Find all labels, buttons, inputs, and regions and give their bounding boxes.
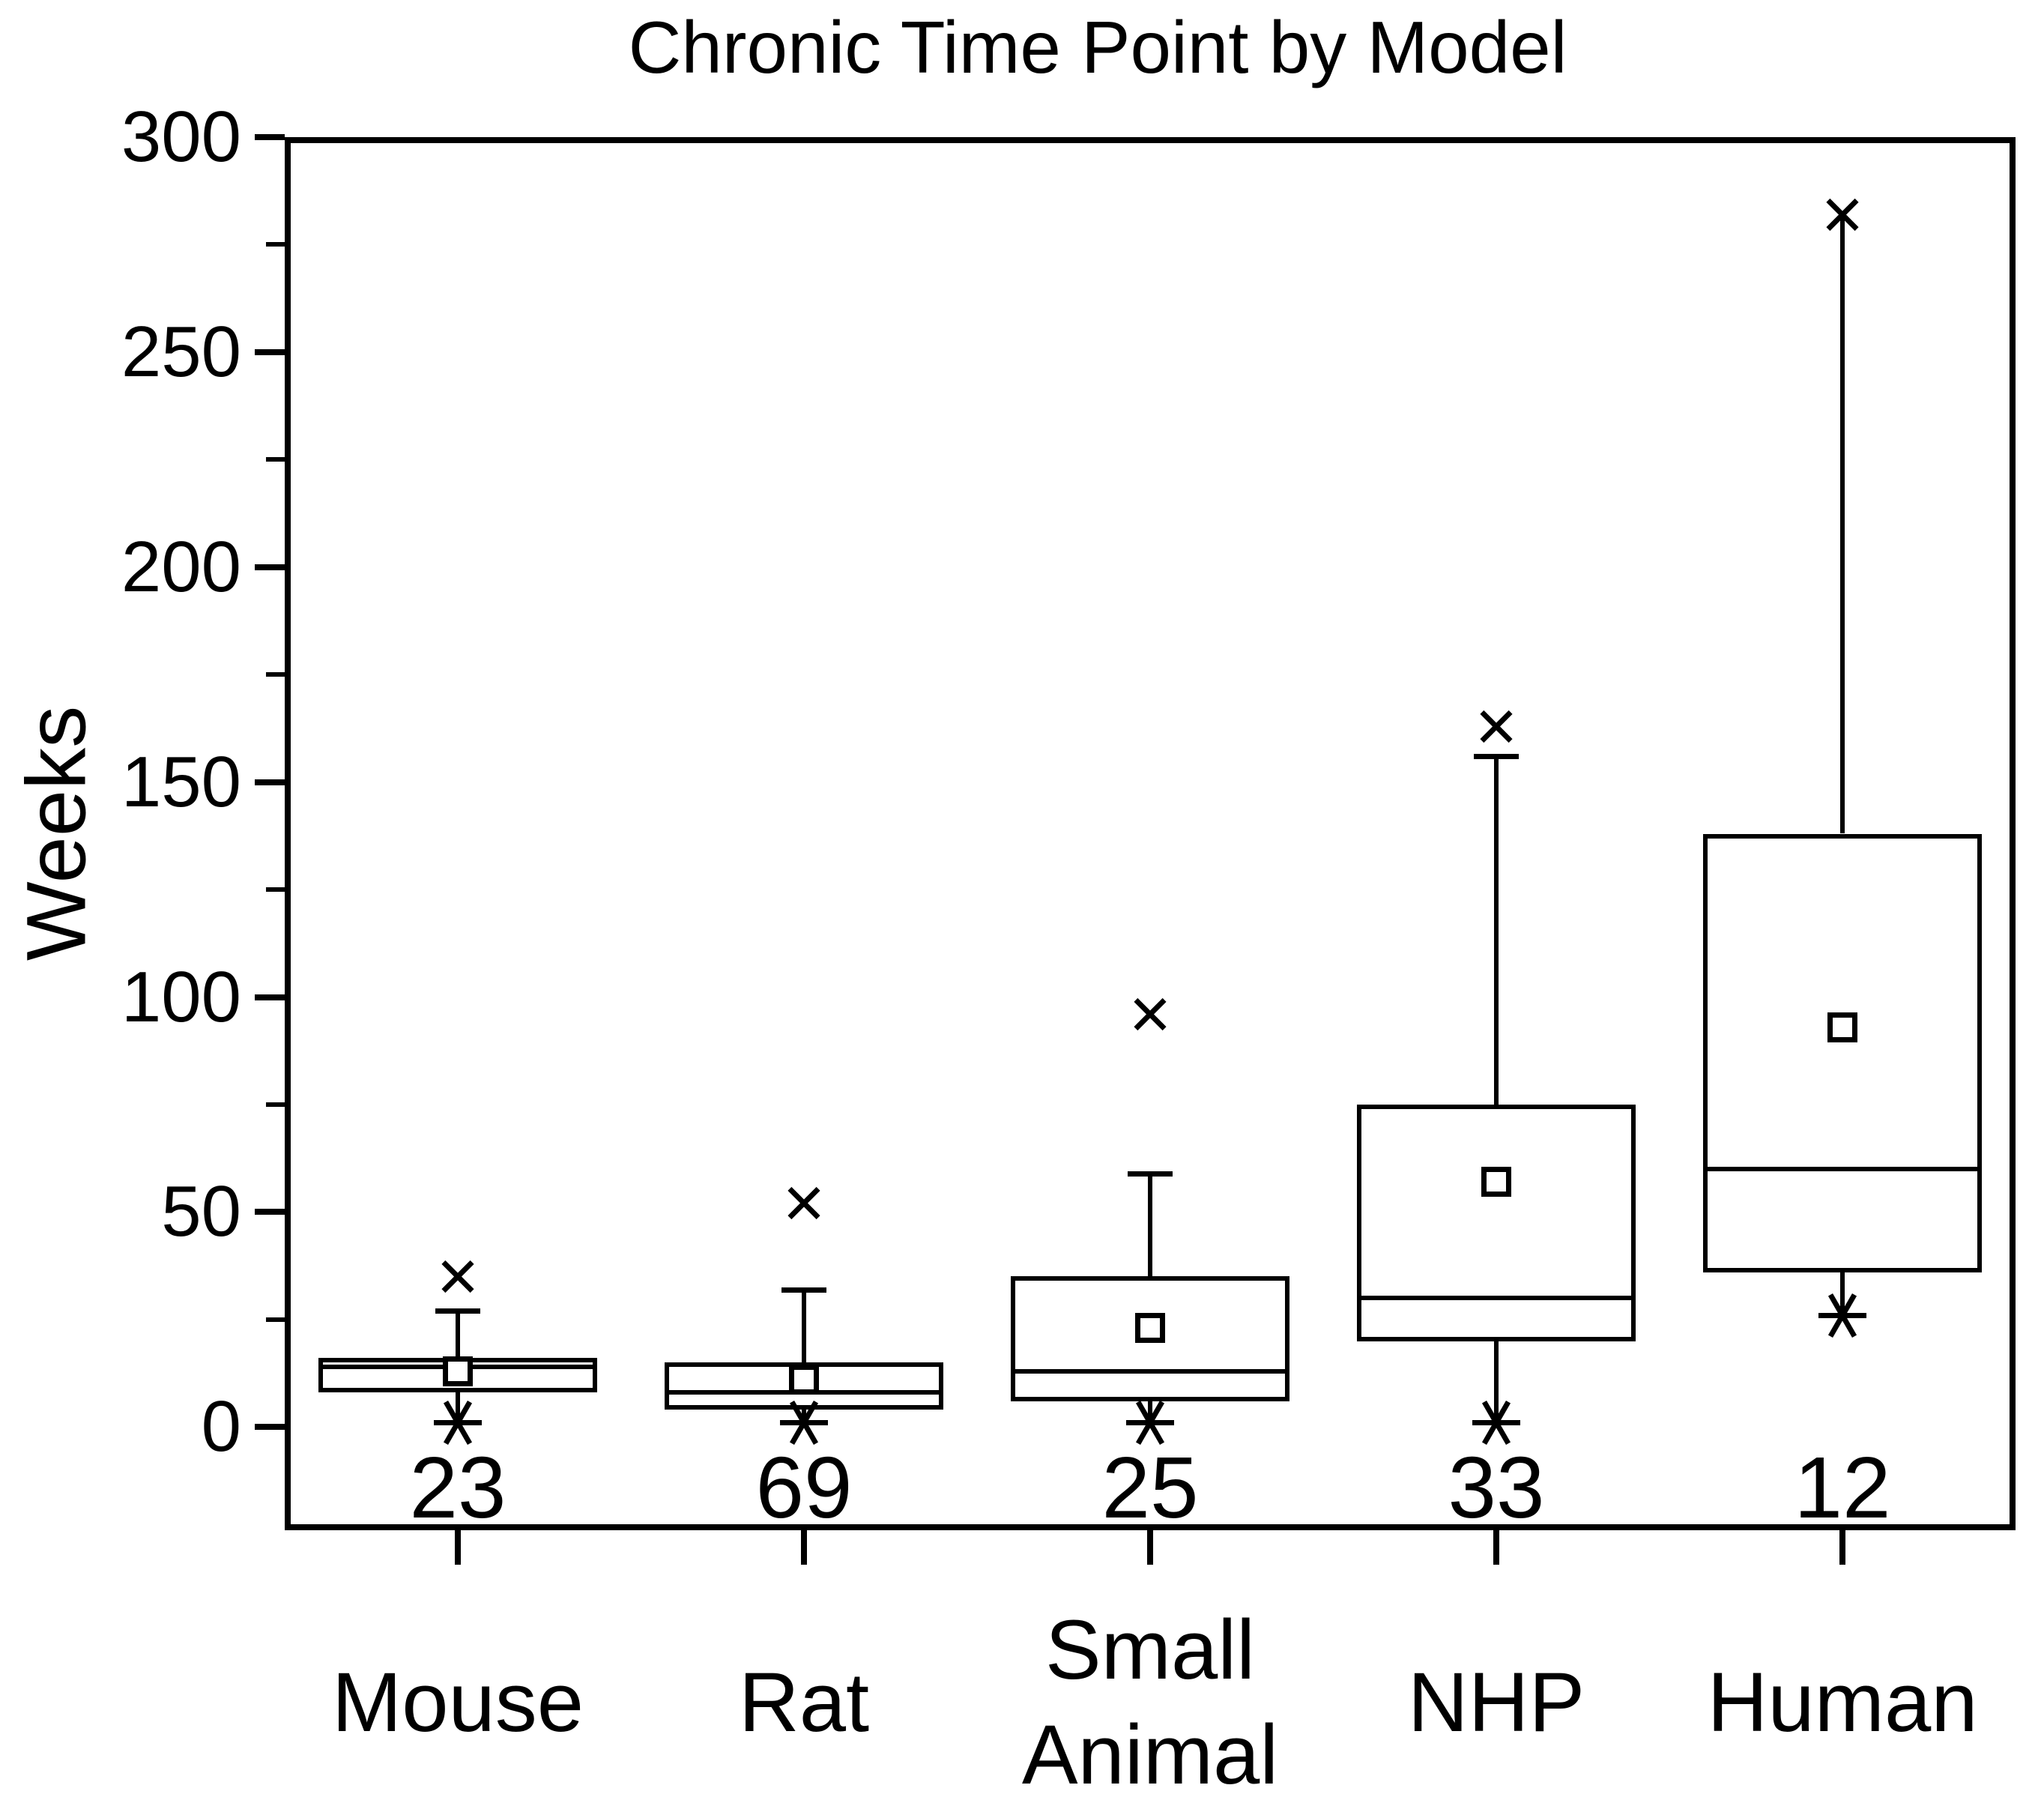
median-line [1011, 1368, 1289, 1374]
y-major-tick [255, 348, 285, 355]
y-major-tick [255, 1209, 285, 1215]
whisker-low-line [456, 1392, 460, 1419]
y-tick-label: 200 [121, 526, 241, 607]
category-label: Mouse [331, 1655, 584, 1749]
whisker-high-line [802, 1289, 806, 1363]
y-tick-label: 250 [121, 311, 241, 392]
whisker-high-line [456, 1311, 460, 1359]
category-label: Small Animal [1021, 1603, 1279, 1802]
mean-square-marker [443, 1356, 473, 1386]
whisker-cap [781, 1287, 826, 1293]
mean-square-marker [1827, 1012, 1857, 1042]
whisker-high-line [1840, 214, 1845, 834]
y-major-tick [255, 564, 285, 570]
y-minor-tick [266, 887, 285, 893]
y-minor-tick [266, 1102, 285, 1107]
category-label: Rat [738, 1655, 870, 1749]
y-major-tick [255, 134, 285, 140]
median-line [1703, 1167, 1982, 1172]
y-tick-label: 150 [121, 741, 241, 822]
y-minor-tick [266, 242, 285, 247]
y-minor-tick [266, 457, 285, 462]
count-label: 25 [1101, 1439, 1199, 1536]
x-tick [1493, 1530, 1499, 1565]
whisker-low-line [1840, 1272, 1845, 1316]
y-major-tick [255, 1424, 285, 1431]
whisker-low-line [1494, 1341, 1499, 1419]
whisker-low-line [802, 1410, 806, 1419]
whisker-cap [1474, 754, 1519, 760]
box-rect [1357, 1104, 1636, 1341]
y-tick-label: 50 [161, 1171, 241, 1252]
whisker-high-line [1148, 1173, 1152, 1277]
whisker-cap [1128, 1171, 1173, 1177]
x-tick [1147, 1530, 1153, 1565]
mean-square-marker [1135, 1313, 1165, 1344]
y-tick-label: 100 [121, 956, 241, 1037]
whisker-cap [435, 1308, 480, 1314]
median-line [1357, 1296, 1636, 1301]
y-minor-tick [266, 1317, 285, 1322]
chart-title: Chronic Time Point by Model [628, 6, 1567, 88]
y-minor-tick [266, 672, 285, 677]
y-major-tick [255, 779, 285, 785]
count-label: 69 [755, 1439, 853, 1536]
x-tick [1839, 1530, 1845, 1565]
box-rect [1703, 833, 1982, 1272]
y-tick-label: 300 [121, 97, 241, 177]
y-tick-label: 0 [201, 1386, 241, 1467]
whisker-low-line [1148, 1401, 1152, 1419]
whisker-high-line [1494, 756, 1499, 1105]
count-label: 33 [1448, 1439, 1545, 1536]
mean-square-marker [789, 1365, 819, 1395]
mean-square-marker [1481, 1167, 1511, 1198]
box-rect [1011, 1276, 1289, 1401]
y-major-tick [255, 994, 285, 1000]
count-label: 12 [1794, 1439, 1891, 1536]
category-label: Human [1707, 1655, 1978, 1749]
x-tick [801, 1530, 807, 1565]
count-label: 23 [409, 1439, 507, 1536]
x-tick [455, 1530, 461, 1565]
category-label: NHP [1407, 1655, 1585, 1749]
